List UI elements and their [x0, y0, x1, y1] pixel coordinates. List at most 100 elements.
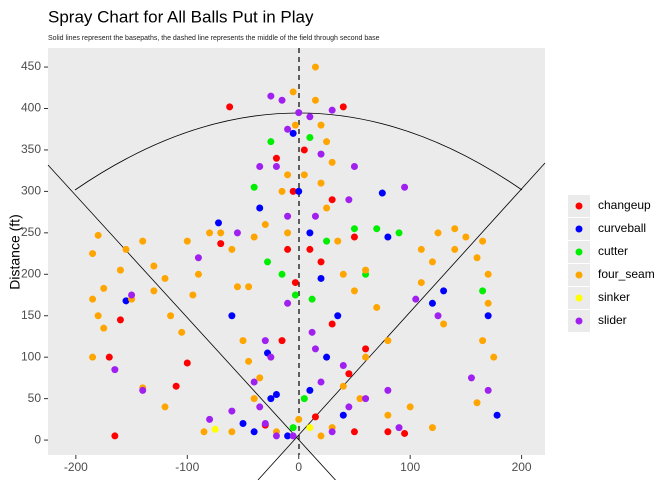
point [412, 295, 420, 303]
point [289, 187, 297, 195]
x-tick-label: 100 [400, 460, 420, 474]
point [289, 432, 297, 440]
point [233, 283, 241, 291]
point [272, 154, 280, 162]
point [384, 233, 392, 241]
point [467, 374, 475, 382]
point [94, 231, 102, 239]
point [479, 337, 487, 345]
point [339, 382, 347, 390]
point [428, 258, 436, 266]
point [206, 415, 214, 423]
legend-label: four_seam [598, 267, 655, 281]
legend-label: curveball [598, 221, 646, 235]
point [89, 250, 97, 258]
point [484, 386, 492, 394]
point [317, 258, 325, 266]
point [150, 262, 158, 270]
point [345, 403, 353, 411]
point [339, 103, 347, 111]
point [323, 138, 331, 146]
point [317, 121, 325, 129]
point [284, 245, 292, 253]
point [451, 245, 459, 253]
point [428, 424, 436, 432]
point [339, 270, 347, 278]
point [150, 287, 158, 295]
point [116, 316, 124, 324]
point [217, 240, 225, 248]
point [384, 411, 392, 419]
point [362, 395, 370, 403]
point [334, 312, 342, 320]
point [200, 428, 208, 436]
point [211, 425, 219, 433]
point [100, 284, 108, 292]
point [328, 158, 336, 166]
point [172, 382, 180, 390]
point [417, 245, 425, 253]
point [339, 411, 347, 419]
point [317, 274, 325, 282]
point [194, 270, 202, 278]
point [300, 146, 308, 154]
legend-marker [575, 225, 583, 233]
point [272, 390, 280, 398]
point [167, 312, 175, 320]
point [311, 96, 319, 104]
foul-line-left [47, 164, 336, 480]
point [295, 187, 303, 195]
point [105, 353, 113, 361]
point [384, 337, 392, 345]
legend-label: cutter [598, 244, 628, 258]
y-axis-label: Distance (ft) [7, 214, 23, 289]
point [267, 353, 275, 361]
point [206, 229, 214, 237]
point [345, 196, 353, 204]
point [128, 291, 136, 299]
point [428, 299, 436, 307]
legend-marker [575, 248, 583, 256]
point [284, 299, 292, 307]
y-tick-label: 0 [34, 432, 41, 446]
point [479, 287, 487, 295]
point [401, 429, 409, 437]
x-tick-label: 0 [295, 460, 302, 474]
point [261, 337, 269, 345]
point [278, 187, 286, 195]
point [139, 237, 147, 245]
legend-marker [575, 271, 583, 279]
chart-subtitle: Solid lines represent the basepaths, the… [48, 35, 380, 42]
point [306, 229, 314, 237]
point [111, 432, 119, 440]
point [451, 225, 459, 233]
point [306, 424, 314, 432]
point [178, 328, 186, 336]
point [484, 299, 492, 307]
legend-marker [575, 202, 583, 210]
point [291, 279, 299, 287]
point [228, 312, 236, 320]
point [261, 221, 269, 229]
point [264, 258, 272, 266]
legend-marker [575, 294, 583, 302]
point [350, 233, 358, 241]
point [440, 320, 448, 328]
legend-label: sinker [598, 290, 630, 304]
point [328, 428, 336, 436]
point [308, 328, 316, 336]
point [311, 413, 319, 421]
point [295, 415, 303, 423]
point [122, 245, 130, 253]
point [484, 270, 492, 278]
point [239, 337, 247, 345]
point [261, 420, 269, 428]
point [323, 204, 331, 212]
point [473, 254, 481, 262]
point [406, 403, 414, 411]
point [256, 403, 264, 411]
point [226, 103, 234, 111]
point [328, 106, 336, 114]
x-tick-label: -100 [175, 460, 199, 474]
